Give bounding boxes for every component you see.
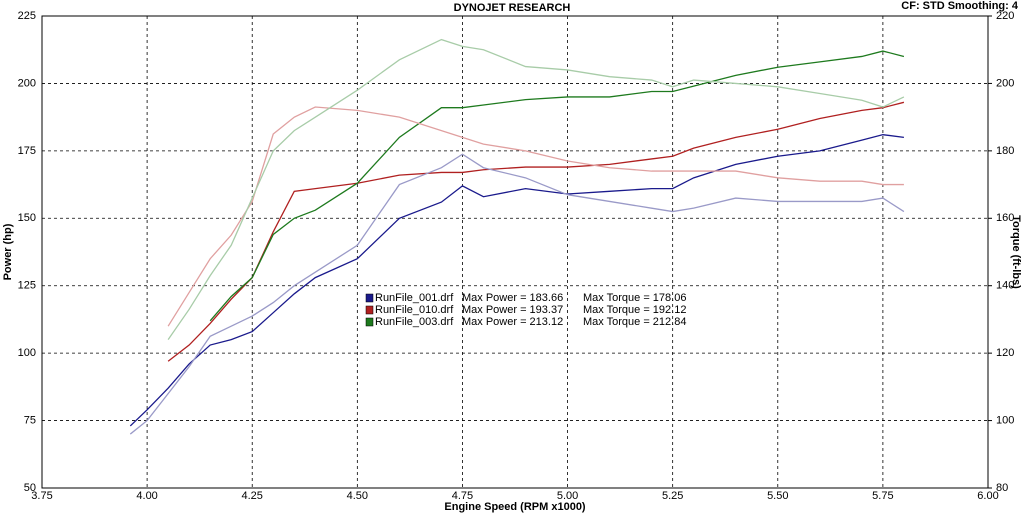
y-tick-label: 150: [18, 212, 36, 224]
series-line: [129, 153, 905, 435]
y-tick-label: 75: [24, 414, 36, 426]
x-tick-label: 6.00: [977, 490, 998, 502]
x-tick-label: 4.75: [452, 490, 473, 502]
legend-power: Max Power = 183.66: [462, 292, 563, 304]
y-tick-label: 50: [24, 482, 36, 494]
y2-tick-label: 100: [996, 414, 1014, 426]
x-tick-label: 5.75: [872, 490, 893, 502]
x-tick-label: 4.00: [136, 490, 157, 502]
chart-title: DYNOJET RESEARCH: [454, 2, 571, 14]
y2-tick-label: 120: [996, 347, 1014, 359]
legend-swatch: [365, 317, 374, 327]
y-tick-label: 100: [18, 347, 36, 359]
legend-torque: Max Torque = 212.84: [583, 316, 686, 328]
legend-swatch: [365, 305, 374, 315]
legend-name: RunFile_003.drf: [375, 316, 454, 328]
series-line: [167, 38, 905, 341]
y2-tick-label: 160: [996, 212, 1014, 224]
series-line: [209, 50, 905, 322]
legend-torque: Max Torque = 178.06: [583, 292, 686, 304]
y-tick-label: 125: [18, 280, 36, 292]
plot-frame: [41, 15, 989, 489]
x-tick-label: 4.25: [242, 490, 263, 502]
y-axis-label: Power (hp): [2, 223, 14, 280]
y2-tick-label: 200: [996, 77, 1014, 89]
chart-subtitle: CF: STD Smoothing: 4: [901, 0, 1019, 12]
y2-tick-label: 220: [996, 10, 1014, 22]
y-tick-label: 200: [18, 77, 36, 89]
legend-torque: Max Torque = 192.12: [583, 304, 686, 316]
y2-tick-label: 140: [996, 280, 1014, 292]
legend-swatch: [365, 293, 374, 303]
x-tick-label: 5.25: [662, 490, 683, 502]
x-tick-label: 4.50: [347, 490, 368, 502]
y2-axis-label: Torque (ft-lbs): [1010, 215, 1022, 289]
y-tick-label: 225: [18, 10, 36, 22]
y2-tick-label: 80: [996, 482, 1008, 494]
legend-name: RunFile_001.drf: [375, 292, 454, 304]
x-tick-label: 5.00: [557, 490, 578, 502]
x-tick-label: 5.50: [767, 490, 788, 502]
legend-name: RunFile_010.drf: [375, 304, 454, 316]
y2-tick-label: 180: [996, 145, 1014, 157]
series-line: [129, 134, 904, 427]
legend-power: Max Power = 213.12: [462, 316, 563, 328]
y-tick-label: 175: [18, 145, 36, 157]
legend-power: Max Power = 193.37: [462, 304, 563, 316]
x-tick-label: 3.75: [31, 490, 52, 502]
series-line: [167, 106, 904, 327]
x-axis-label: Engine Speed (RPM x1000): [444, 501, 586, 513]
